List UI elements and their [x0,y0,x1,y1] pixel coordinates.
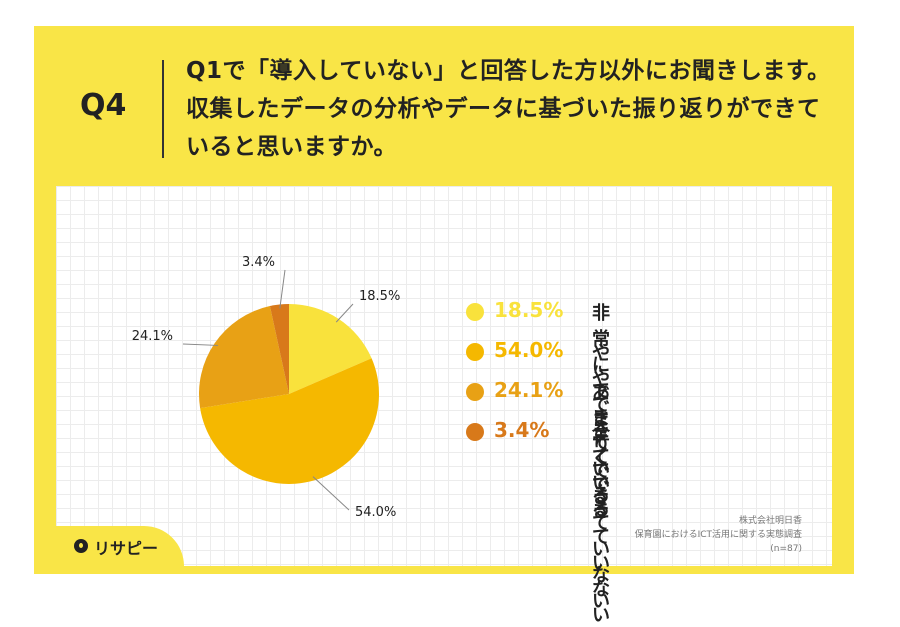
source-note: 株式会社明日香 保育園におけるICT活用に関する実態調査 (n=87) [635,514,802,556]
legend-marker [466,383,484,401]
logo-text: リサピー [94,539,159,558]
data-label: 24.1% [132,329,173,344]
legend-value: 3.4% [494,418,550,442]
source-company: 株式会社明日香 [738,516,802,526]
data-label: 3.4% [242,255,275,270]
legend-label: ややできている [592,343,610,520]
brand-logo: リサピー [56,526,184,566]
chart-panel: 18.5% 54.0% 24.1% 3.4% 18.5% 非常にできている 54.0% やや… [56,186,832,626]
question-text: Q1で「導入していない」と回答した方以外にお聞きします。収集したデータの分析やデ… [186,58,831,160]
frame: Q4 Q1で「導入していない」と回答した方以外にお聞きします。収集したデータの分… [34,26,854,626]
legend-marker [466,343,484,361]
pie-slice [199,306,289,409]
leader-line [279,269,286,309]
legend-value: 24.1% [494,378,564,402]
data-label: 18.5% [359,289,400,304]
question-number: Q4 [80,88,127,123]
legend-label: 非常にできている [592,303,610,506]
legend-label: 全くできていない [592,423,610,626]
data-label: 54.0% [355,505,396,520]
pie-slice [289,304,372,394]
pin-icon [74,539,88,553]
legend-value: 54.0% [494,338,564,362]
source-survey: 保育園におけるICT活用に関する実態調査 [634,530,802,540]
sample-size: (n=87) [770,544,802,554]
pie-slice [269,304,289,394]
legend-marker [466,303,484,321]
divider [162,60,164,158]
legend-label: あまりできていない [592,383,610,612]
legend-marker [466,423,484,441]
pie-slice [200,358,379,484]
pie-chart: 18.5% 54.0% 24.1% 3.4% [132,255,401,520]
leader-line [312,476,350,511]
leader-line [182,343,219,346]
legend-value: 18.5% [494,298,564,322]
header: Q4 Q1で「導入していない」と回答した方以外にお聞きします。収集したデータの分… [34,26,854,186]
leader-line [335,303,354,323]
